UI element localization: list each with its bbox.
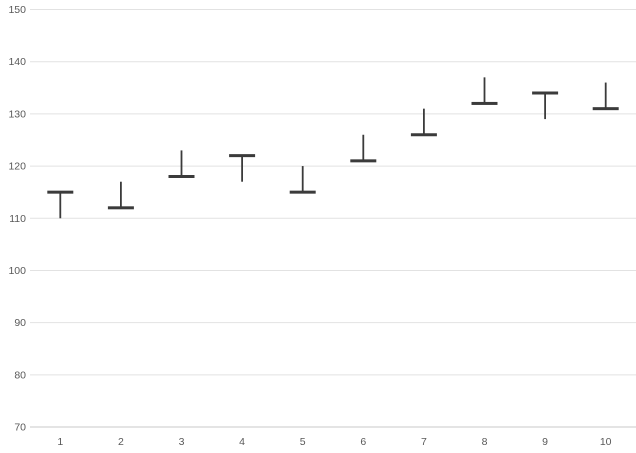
x-axis-tick-label: 5 xyxy=(300,436,306,448)
y-axis-tick-label: 120 xyxy=(8,161,26,173)
close-tick xyxy=(532,91,559,95)
y-axis-tick-label: 90 xyxy=(14,317,26,329)
y-axis-tick-label: 140 xyxy=(8,56,26,68)
close-tick xyxy=(410,133,437,137)
x-axis-tick-label: 7 xyxy=(421,436,427,448)
close-tick xyxy=(471,101,498,105)
y-axis-tick-label: 150 xyxy=(8,4,26,16)
y-axis-tick-label: 110 xyxy=(9,213,26,225)
x-axis-tick-label: 9 xyxy=(542,436,548,448)
y-axis-tick-label: 80 xyxy=(14,369,26,381)
y-axis-tick-label: 130 xyxy=(8,108,26,120)
close-tick xyxy=(592,107,619,111)
close-tick xyxy=(168,175,195,178)
y-axis-tick-label: 100 xyxy=(8,265,26,277)
x-axis-tick-label: 4 xyxy=(239,436,245,448)
x-axis-tick-label: 1 xyxy=(57,436,63,448)
x-axis-tick-label: 6 xyxy=(360,436,366,448)
x-axis-tick-label: 8 xyxy=(482,436,488,448)
y-axis-tick-label: 70 xyxy=(14,422,26,434)
x-axis-tick-label: 10 xyxy=(600,436,612,448)
close-tick xyxy=(289,190,316,194)
close-tick xyxy=(47,190,74,194)
close-tick xyxy=(107,206,134,210)
close-tick xyxy=(229,154,256,158)
close-tick xyxy=(350,159,377,163)
x-axis-tick-label: 3 xyxy=(179,436,185,448)
x-axis-tick-label: 2 xyxy=(118,436,124,448)
